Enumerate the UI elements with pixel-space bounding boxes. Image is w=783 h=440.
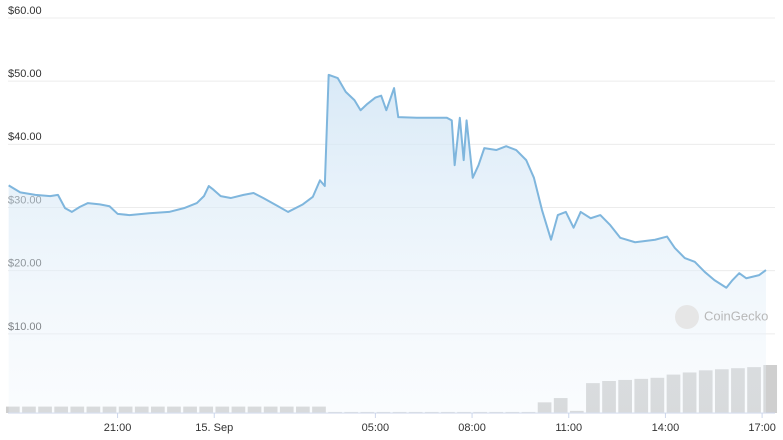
watermark-text: CoinGecko <box>704 308 768 323</box>
y-tick-label: $40.00 <box>8 131 42 143</box>
watermark: CoinGecko <box>675 305 768 329</box>
x-tick-label: 15. Sep <box>195 422 233 434</box>
watermark-icon <box>675 305 699 329</box>
y-tick-label: $60.00 <box>8 5 42 17</box>
area-fill <box>8 74 766 413</box>
volume-bar <box>763 365 778 413</box>
price-line <box>8 73 767 289</box>
x-tick-label: 21:00 <box>104 422 132 434</box>
x-tick-label: 14:00 <box>652 422 680 434</box>
x-tick-label: 05:00 <box>362 422 390 434</box>
y-tick-label: $50.00 <box>8 68 42 80</box>
x-tick-label: 17:00 <box>748 422 776 434</box>
x-tick-label: 11:00 <box>555 422 582 434</box>
x-tick-label: 08:00 <box>458 422 486 434</box>
